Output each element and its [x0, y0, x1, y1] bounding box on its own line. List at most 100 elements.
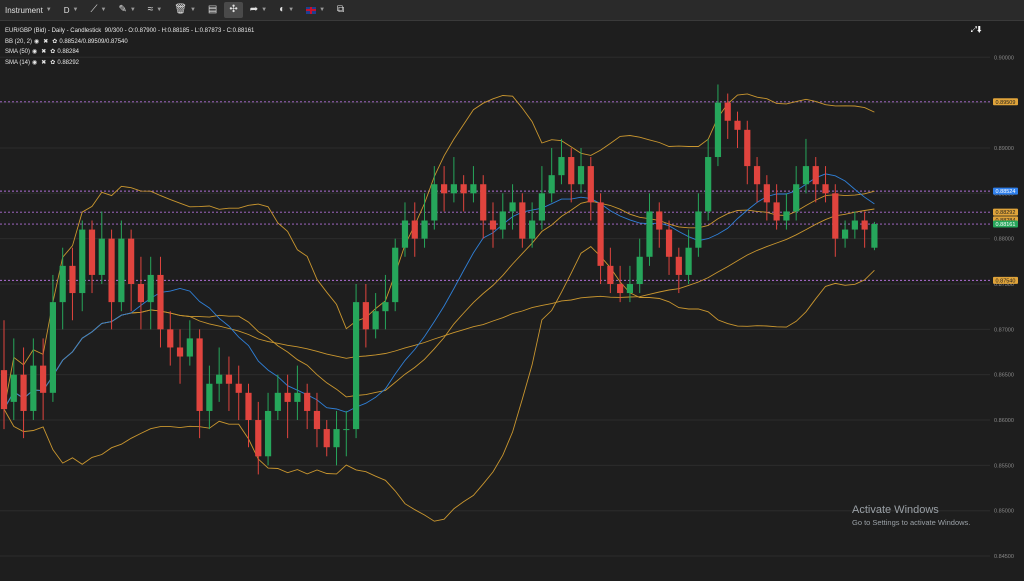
candle-body — [323, 429, 330, 448]
legend-instrument: EUR/GBP (Bid) - Daily - Candlestick — [5, 28, 102, 34]
screenshot-button[interactable]: ⧉ — [332, 2, 349, 18]
price-axis-tick: 0.87000 — [994, 327, 1014, 333]
trendline-icon: ⟋ — [90, 4, 98, 15]
candle-body — [519, 202, 526, 239]
candle-body — [832, 193, 839, 239]
delete-button[interactable]: 🗑 ▼ — [169, 2, 201, 18]
candle-body — [401, 220, 409, 248]
eye-icon[interactable]: ◉ — [32, 49, 38, 55]
pencil-icon: ✎ — [118, 4, 127, 15]
legend-sma50-value: 0.88284 — [57, 49, 80, 55]
candle-body — [568, 157, 575, 185]
camera-icon: ⧉ — [337, 4, 345, 15]
candle-body — [509, 202, 516, 212]
price-axis-tick: 0.86000 — [994, 418, 1014, 424]
candle-body — [734, 120, 741, 130]
instrument-dropdown[interactable]: Instrument ▼ — [0, 2, 57, 18]
download-icon[interactable]: ⬇ — [977, 25, 982, 34]
legend-sma50-row: SMA (50) ◉ ✖ ✿ 0.88284 — [5, 47, 254, 58]
chevron-down-icon: ▼ — [100, 7, 107, 13]
gear-icon[interactable]: ✿ — [50, 59, 56, 66]
bollinger-upper-line — [3, 93, 875, 410]
crosshair-button[interactable]: ✣ — [224, 2, 243, 18]
candle-body — [841, 229, 849, 239]
price-badge-label: 0.88524 — [996, 189, 1016, 195]
bollinger-lower-line — [3, 246, 875, 522]
candle-body — [812, 166, 819, 185]
price-axis-tick: 0.85500 — [994, 463, 1014, 469]
legend-bb-values: 0.88524/0.89509/0.87540 — [59, 38, 128, 45]
layout-button[interactable]: ▤ — [203, 2, 222, 18]
candle-body — [40, 365, 47, 393]
line-tool-button[interactable]: ⟋ ▼ — [85, 2, 111, 18]
candle-body — [108, 238, 115, 303]
timeframe-dropdown[interactable]: D ▼ — [59, 2, 84, 18]
price-axis-tick: 0.88000 — [994, 237, 1014, 243]
candle-body — [529, 220, 536, 239]
legend-sma50-name: SMA (50) — [5, 49, 31, 55]
price-badge — [993, 220, 1018, 228]
candle-body — [186, 338, 193, 357]
price-axis-tick: 0.85000 — [994, 509, 1014, 515]
price-badge — [993, 187, 1018, 195]
gear-icon[interactable]: ✿ — [52, 38, 58, 45]
gear-icon[interactable]: ✿ — [50, 49, 56, 55]
theme-button[interactable]: ◐ ▼ — [274, 2, 299, 18]
price-badge — [993, 276, 1018, 284]
indicator-button[interactable]: ≈ ▼ — [143, 2, 167, 18]
candle-body — [705, 157, 712, 212]
expand-icon[interactable]: ⤢ — [970, 25, 978, 34]
price-axis-tick: 0.86500 — [994, 373, 1014, 379]
candle-body — [802, 166, 810, 185]
candle-body — [167, 329, 174, 348]
activate-windows-watermark: Activate Windows Go to Settings to activ… — [852, 504, 970, 527]
crosshair-icon: ✣ — [229, 4, 238, 15]
chart-corner-controls: ⤢⬇ — [971, 25, 982, 35]
price-axis-tick: 0.84500 — [994, 554, 1014, 560]
layout-icon: ▤ — [207, 4, 218, 15]
candle-body — [675, 256, 682, 275]
candle-body — [431, 184, 438, 221]
candle-body — [763, 184, 770, 203]
price-axis-tick: 0.90000 — [994, 55, 1014, 61]
candle-body — [372, 311, 379, 330]
candle-body — [206, 383, 213, 411]
chevron-down-icon: ▼ — [261, 7, 268, 13]
price-axis-tick: 0.87500 — [994, 282, 1014, 288]
candle-body — [343, 429, 350, 431]
close-icon[interactable]: ✖ — [43, 38, 49, 45]
chart-canvas[interactable]: 0.900000.895000.890000.885000.880000.875… — [0, 21, 1024, 576]
candle-body — [235, 383, 242, 393]
share-button[interactable]: ➦ ▼ — [245, 2, 272, 18]
candle-body — [587, 166, 594, 203]
chevron-down-icon: ▼ — [129, 7, 136, 13]
candle-body — [822, 184, 829, 194]
chevron-down-icon: ▼ — [189, 7, 196, 13]
candle-body — [538, 193, 545, 221]
close-icon[interactable]: ✖ — [41, 59, 47, 66]
price-badge-label: 0.87540 — [996, 278, 1016, 284]
instrument-label: Instrument — [5, 5, 43, 15]
candle-body — [607, 265, 614, 284]
eye-icon[interactable]: ◉ — [34, 38, 40, 45]
theme-icon: ◐ — [279, 4, 286, 15]
eye-icon[interactable]: ◉ — [32, 59, 38, 66]
candle-body — [147, 274, 154, 303]
chevron-down-icon: ▼ — [288, 7, 295, 13]
candle-body — [773, 202, 780, 221]
candle-body — [548, 175, 555, 194]
candle-body — [685, 247, 692, 275]
close-icon[interactable]: ✖ — [41, 49, 47, 55]
candle-body — [59, 265, 66, 303]
share-icon: ➦ — [249, 4, 259, 15]
price-chart[interactable]: 0.900000.895000.890000.885000.880000.875… — [0, 21, 1024, 576]
draw-tool-button[interactable]: ✎ ▼ — [113, 2, 140, 18]
language-button[interactable]: ▼ — [301, 2, 330, 18]
activate-windows-title: Activate Windows — [852, 504, 939, 516]
candle-body — [695, 211, 702, 248]
price-badge — [993, 98, 1018, 106]
price-axis-tick: 0.89000 — [994, 146, 1014, 152]
candle-body — [724, 102, 731, 121]
candle-body — [421, 220, 428, 239]
candle-body — [714, 102, 722, 158]
